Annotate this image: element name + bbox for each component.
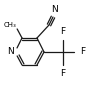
Text: CH₃: CH₃ bbox=[4, 22, 16, 28]
Text: F: F bbox=[60, 69, 66, 78]
Text: N: N bbox=[8, 48, 14, 57]
Text: F: F bbox=[60, 27, 66, 36]
Text: N: N bbox=[52, 6, 58, 15]
Text: F: F bbox=[80, 48, 86, 57]
